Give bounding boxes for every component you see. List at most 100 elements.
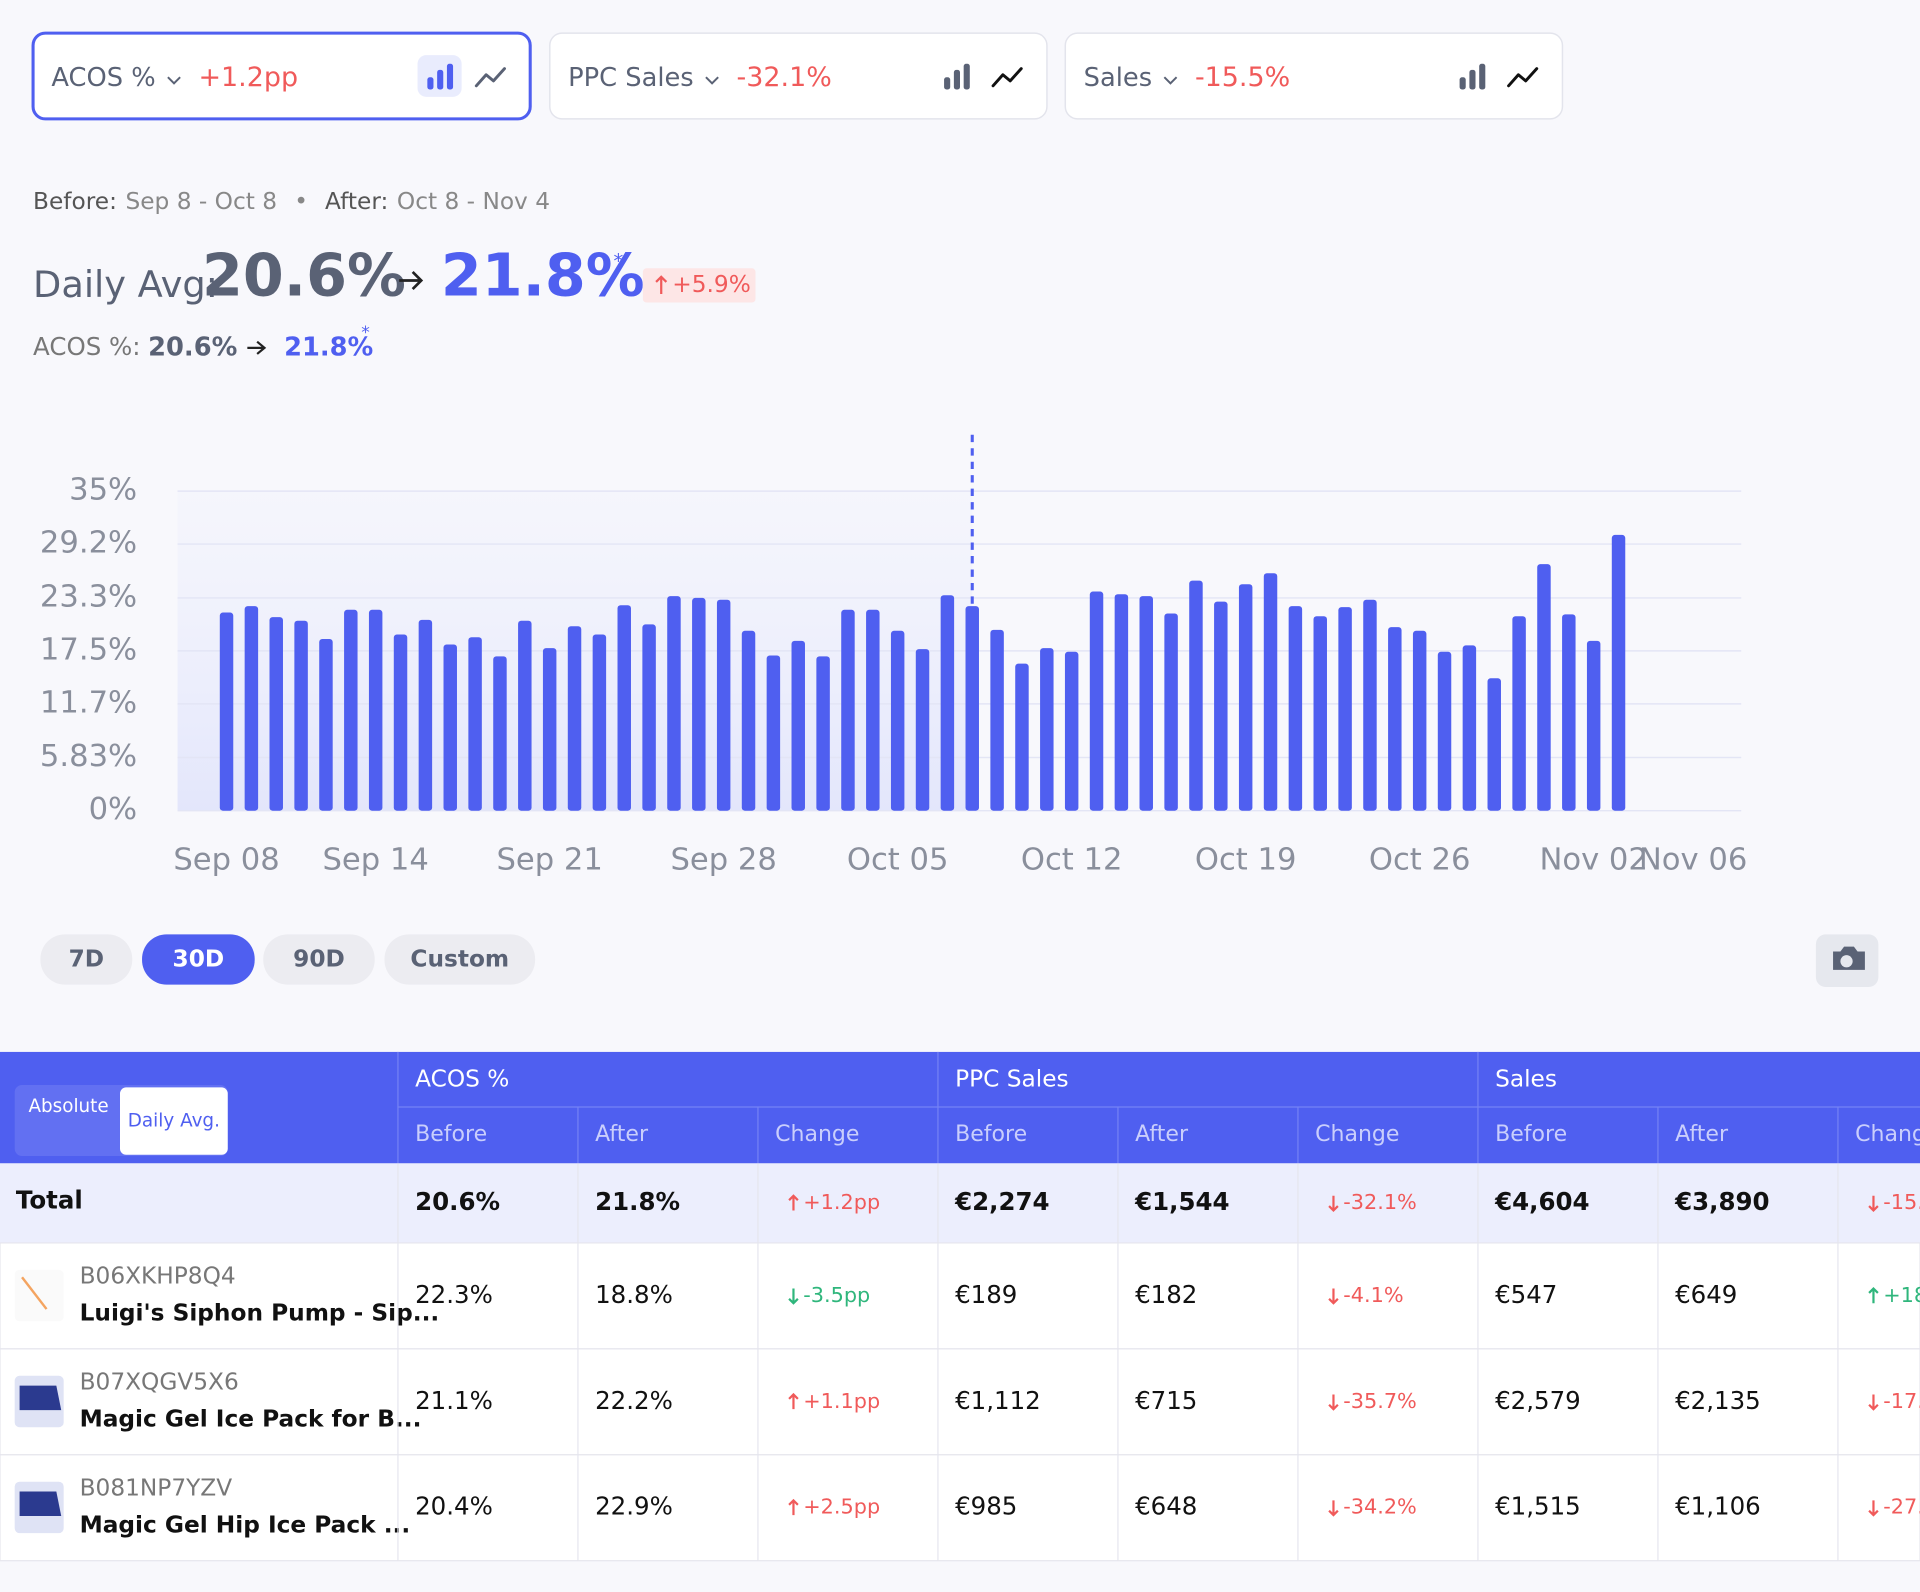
x-tick-label: Sep 21 bbox=[496, 842, 602, 877]
bar bbox=[1114, 594, 1129, 811]
chevron-icon bbox=[1163, 76, 1178, 85]
bar bbox=[368, 609, 383, 811]
cell: €1,515 bbox=[1495, 1492, 1581, 1521]
arrow-right-icon bbox=[399, 270, 424, 291]
cell: 22.2% bbox=[595, 1386, 673, 1415]
arrow-icon bbox=[1868, 1500, 1879, 1517]
product-name: Magic Gel Ice Pack for B... bbox=[80, 1405, 422, 1432]
range-button[interactable] bbox=[384, 934, 536, 985]
group-header: PPC Sales bbox=[955, 1066, 1069, 1093]
y-tick-label: 17.5% bbox=[40, 632, 137, 667]
bar-icon bbox=[1469, 69, 1476, 90]
toggle-selected[interactable] bbox=[120, 1087, 228, 1155]
cell: €1,112 bbox=[955, 1386, 1041, 1415]
change-cell: +1.2pp bbox=[803, 1190, 880, 1214]
bar bbox=[866, 609, 880, 811]
range-button[interactable] bbox=[40, 934, 133, 985]
range-button[interactable] bbox=[142, 934, 255, 985]
period-part: Before: bbox=[33, 188, 117, 215]
line-icon bbox=[991, 67, 1023, 88]
y-tick-label: 23.3% bbox=[40, 579, 137, 614]
bar bbox=[791, 640, 805, 811]
chevron-icon bbox=[705, 76, 719, 85]
cell: €547 bbox=[1495, 1280, 1557, 1309]
bar bbox=[841, 609, 855, 811]
metric-card[interactable] bbox=[1064, 32, 1564, 120]
cell: €1,106 bbox=[1675, 1492, 1761, 1521]
bar bbox=[1015, 663, 1029, 811]
bar bbox=[1611, 534, 1626, 811]
bar bbox=[319, 639, 333, 811]
y-tick-label: 35% bbox=[69, 473, 137, 508]
bar bbox=[518, 620, 532, 811]
period-part: Oct 8 - Nov 4 bbox=[397, 188, 550, 215]
sub-header: Change bbox=[775, 1122, 859, 1147]
range-label: Custom bbox=[410, 946, 509, 973]
bar bbox=[1089, 591, 1104, 811]
bar bbox=[1363, 599, 1377, 811]
bar bbox=[667, 596, 681, 811]
change-cell: -17.2% bbox=[1883, 1389, 1920, 1413]
cell: €715 bbox=[1135, 1386, 1197, 1415]
metric-before: 20.6% bbox=[148, 332, 237, 362]
change-cell: -27.0% bbox=[1883, 1495, 1920, 1519]
arrow-icon bbox=[1328, 1394, 1339, 1411]
bar bbox=[617, 605, 631, 811]
cell: 21.1% bbox=[415, 1386, 493, 1415]
bar bbox=[1040, 648, 1054, 811]
bar bbox=[294, 620, 308, 811]
bar bbox=[692, 597, 706, 811]
bar-icon bbox=[427, 77, 434, 90]
group-header: Sales bbox=[1495, 1066, 1557, 1093]
change-cell: +2.5pp bbox=[803, 1495, 880, 1519]
bar bbox=[269, 617, 283, 811]
footnote-mark: * bbox=[361, 323, 370, 343]
cell: 20.6% bbox=[415, 1187, 500, 1216]
bar-icon bbox=[944, 77, 951, 90]
cell: €1,544 bbox=[1134, 1187, 1229, 1216]
range-button[interactable] bbox=[263, 934, 375, 985]
y-tick-label: 11.7% bbox=[40, 685, 137, 720]
bar bbox=[990, 629, 1004, 811]
change-cell: -3.5pp bbox=[803, 1283, 870, 1307]
table-row bbox=[0, 1454, 1920, 1562]
metric-card[interactable] bbox=[549, 32, 1048, 120]
period-text: Before: Sep 8 - Oct 8 • After: Oct 8 - Nov 4 bbox=[33, 188, 550, 215]
metric-change: -15.5% bbox=[1195, 62, 1290, 93]
metric-after: 21.8% bbox=[284, 332, 373, 362]
range-label: 30D bbox=[173, 946, 225, 973]
product-image bbox=[21, 1276, 48, 1310]
change-cell: -34.2% bbox=[1343, 1495, 1417, 1519]
bar bbox=[443, 644, 457, 811]
bar-icon bbox=[1459, 77, 1466, 90]
cell: €649 bbox=[1675, 1280, 1737, 1309]
toggle-option: Absolute bbox=[28, 1096, 108, 1117]
period-part: After: bbox=[325, 188, 388, 215]
bar bbox=[816, 656, 830, 811]
arrow-icon bbox=[1868, 1195, 1879, 1213]
x-tick-label: Sep 28 bbox=[670, 842, 776, 877]
bar bbox=[219, 612, 234, 811]
cell: 21.8% bbox=[595, 1187, 680, 1216]
x-tick-label: Oct 12 bbox=[1021, 842, 1123, 877]
daily-avg-label: Daily Avg: bbox=[33, 263, 218, 306]
bar bbox=[915, 649, 930, 811]
product-asin: B081NP7YZV bbox=[80, 1475, 233, 1502]
toggle-option: Daily Avg. bbox=[128, 1111, 220, 1132]
bar bbox=[592, 634, 607, 811]
arrow-icon bbox=[1868, 1286, 1879, 1304]
camera-lens bbox=[1840, 955, 1853, 968]
bar bbox=[1462, 645, 1477, 811]
sub-header: After bbox=[1135, 1122, 1189, 1147]
y-tick-label: 29.2% bbox=[40, 526, 137, 561]
metric-card[interactable] bbox=[31, 31, 532, 121]
arrow-icon bbox=[788, 1194, 799, 1211]
arrow-icon bbox=[1328, 1500, 1339, 1517]
bar bbox=[1388, 627, 1402, 811]
bar bbox=[1512, 616, 1526, 811]
total-row bbox=[0, 1163, 1920, 1243]
metric-change: -32.1% bbox=[737, 62, 832, 93]
bar bbox=[1562, 614, 1576, 811]
